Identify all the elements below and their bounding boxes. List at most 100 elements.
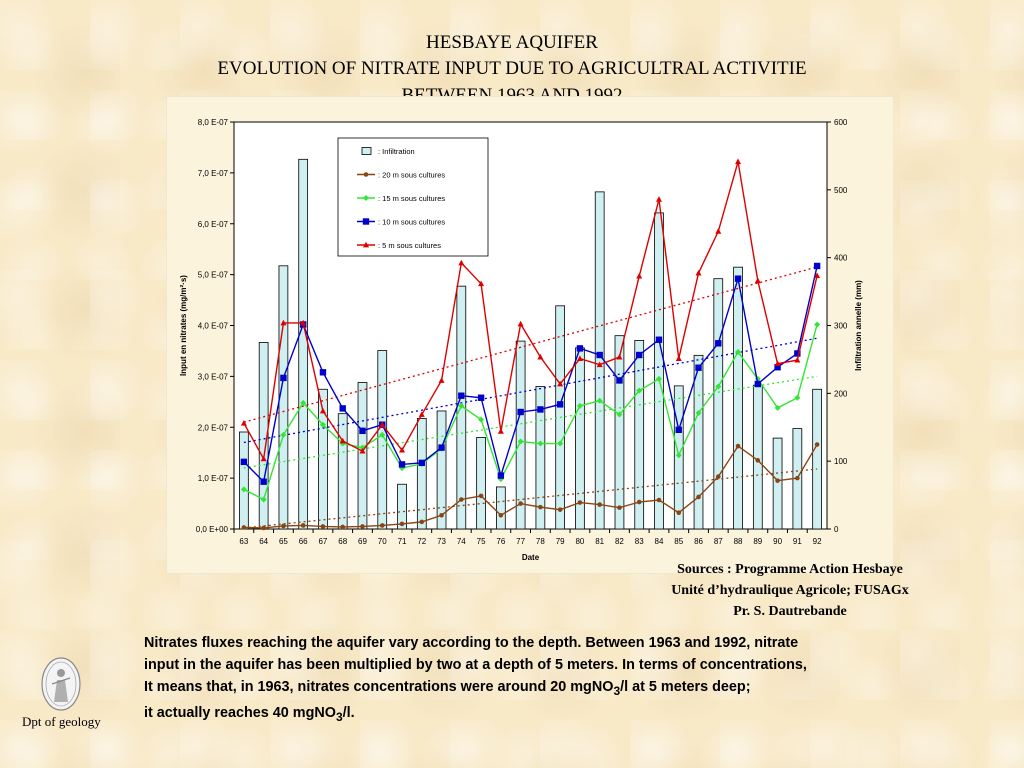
data-point: [379, 421, 386, 428]
data-point: [398, 461, 406, 468]
x-tick-label: 67: [318, 537, 327, 546]
y-tick-label: 6,0 E-07: [198, 220, 229, 229]
data-point: [319, 421, 326, 428]
infiltration-bar: [713, 278, 724, 530]
x-tick-label: 80: [575, 537, 584, 546]
x-tick-label: 86: [694, 537, 703, 546]
y-tick-label: 4,0 E-07: [198, 322, 229, 331]
data-point: [478, 493, 484, 499]
data-point: [616, 377, 623, 384]
data-point: [300, 319, 307, 326]
data-point: [774, 404, 781, 411]
data-point: [616, 411, 623, 418]
infiltration-bar: [239, 431, 249, 530]
infiltration-bar: [654, 212, 664, 530]
data-point: [774, 360, 781, 367]
data-point: [814, 321, 821, 328]
data-point: [418, 411, 425, 417]
data-point: [814, 442, 820, 447]
data-point: [754, 380, 762, 388]
infiltration-bar: [752, 384, 763, 530]
data-point: [576, 345, 584, 352]
x-tick-label: 88: [734, 537, 743, 546]
infiltration-bar: [772, 437, 783, 530]
data-point: [517, 320, 524, 327]
data-point: [655, 196, 662, 202]
infiltration-bar: [812, 388, 822, 530]
data-point: [280, 374, 287, 382]
data-point: [616, 353, 623, 360]
data-point: [775, 478, 780, 483]
data-point: [556, 401, 564, 408]
infiltration-bar: [535, 386, 546, 530]
data-point: [399, 521, 405, 527]
data-point: [379, 523, 385, 528]
data-point: [695, 410, 702, 417]
data-point: [537, 353, 544, 360]
data-point: [497, 472, 505, 479]
data-point: [537, 440, 544, 447]
x-tick-label: 81: [595, 537, 604, 546]
data-point: [715, 340, 722, 347]
data-point: [280, 431, 287, 438]
y2-tick-label: 400: [834, 254, 848, 263]
x-tick-label: 70: [378, 537, 387, 546]
data-point: [518, 501, 523, 506]
description-line-4: it actually reaches 40 mgNO3/l.: [144, 702, 1004, 728]
data-point: [458, 259, 465, 266]
data-point: [596, 397, 603, 404]
series-line: [243, 161, 818, 461]
legend-label: : Infiltration: [378, 147, 415, 156]
data-point: [695, 364, 702, 371]
chart-area: 0,0 E+00 1,0 E-07 2,0 E-07 3,0 E-07 4,0 E-07…: [166, 96, 894, 574]
legend-label: : 10 m sous cultures: [378, 218, 445, 227]
description-line-4-sub: 3: [335, 709, 343, 724]
data-point: [459, 497, 464, 502]
series-line: [243, 444, 818, 529]
infiltration-bar: [733, 266, 743, 530]
data-point: [655, 336, 663, 343]
data-point: [794, 356, 801, 363]
x-tick-label: 69: [358, 537, 367, 546]
infiltration-bar: [397, 483, 407, 530]
data-point: [458, 392, 465, 399]
trendline: [243, 468, 818, 529]
data-point: [241, 525, 247, 530]
infiltration-bar: [298, 158, 309, 530]
infiltration-bar: [416, 418, 427, 530]
title-line-1: HESBAYE AQUIFER: [426, 32, 598, 53]
trendline: [243, 375, 818, 469]
infiltration-bar: [357, 382, 368, 530]
data-point: [597, 502, 602, 507]
y-tick-label: 8,0 E-07: [198, 118, 229, 127]
legend-label: : 20 m sous cultures: [378, 171, 445, 180]
y2-tick-label: 0: [834, 525, 839, 534]
data-point: [319, 369, 327, 376]
data-point: [557, 440, 564, 447]
x-tick-label: 74: [457, 537, 466, 546]
data-point: [300, 523, 306, 528]
data-point: [696, 494, 701, 500]
series-line: [243, 324, 818, 501]
description-line-4-a: it actually reaches 40 mgNO: [144, 704, 336, 721]
data-point: [359, 447, 366, 454]
infiltration-bar: [476, 437, 486, 530]
nitrate-chart: 0,0 E+00 1,0 E-07 2,0 E-07 3,0 E-07 4,0 E-07…: [166, 96, 894, 574]
legend-box: [337, 137, 489, 257]
data-point: [755, 458, 761, 463]
description-line-4-b: /l.: [342, 704, 355, 721]
data-point: [695, 269, 702, 276]
y2-tick-label: 200: [834, 389, 848, 398]
data-point: [477, 394, 485, 401]
x-tick-label: 65: [279, 537, 288, 546]
data-point: [735, 158, 742, 165]
trendline: [243, 266, 818, 423]
trendline: [243, 337, 818, 444]
y-tick-label: 7,0 E-07: [198, 169, 229, 178]
description-line-2: input in the aquifer has been multiplied…: [144, 657, 807, 673]
data-point: [636, 387, 643, 394]
data-point: [240, 486, 247, 493]
x-tick-label: 87: [714, 537, 723, 546]
infiltration-bar: [318, 388, 328, 530]
data-point: [636, 499, 642, 505]
